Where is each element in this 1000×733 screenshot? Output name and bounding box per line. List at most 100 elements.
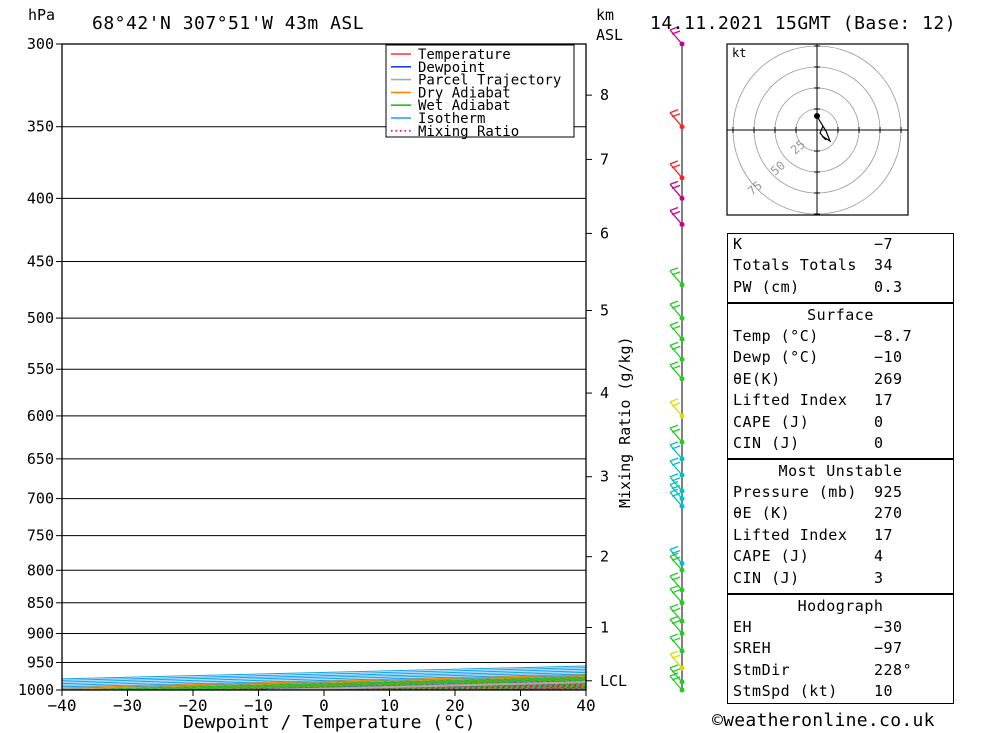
pressure-tick-label: 600 (27, 407, 54, 425)
most-unstable-label: Pressure (mb) (733, 483, 857, 501)
wind-barb (669, 300, 683, 319)
hodograph-unit-label: kt (732, 46, 746, 60)
surface-title: Surface (807, 306, 874, 324)
wind-level-dot (679, 600, 685, 606)
pressure-tick-label: 850 (27, 594, 54, 612)
pressure-tick-label: 750 (27, 527, 54, 545)
altitude-tick-label: 8 (600, 86, 609, 104)
wind-level-dot (679, 561, 685, 567)
altitude-tick-label: 6 (600, 224, 609, 242)
wind-barb (669, 457, 683, 476)
surface-value: 269 (874, 369, 903, 388)
surface-value: −8.7 (874, 327, 913, 345)
legend-entry: Dewpoint (418, 60, 485, 76)
surface-row: CAPE (J) 0 (728, 412, 953, 433)
wind-barb (669, 650, 683, 669)
pressure-tick-label: 650 (27, 450, 54, 468)
wind-barb (669, 488, 683, 507)
wind-level-dot (679, 413, 685, 419)
index-row: Totals Totals 34 (728, 255, 953, 276)
indices-table: K −7 Totals Totals 34 PW (cm) 0.3 (727, 233, 954, 303)
surface-value: 0 (874, 412, 884, 431)
temperature-tick-label: −20 (179, 696, 208, 715)
surface-row: Temp (°C) −8.7 (728, 326, 953, 347)
surface-row: Dewp (°C) −10 (728, 347, 953, 368)
chart-location-title: 68°42'N 307°51'W 43m ASL (92, 13, 364, 34)
most-unstable-row: Pressure (mb) 925 (728, 482, 953, 503)
wind-barb (669, 633, 683, 652)
altitude-tick-label: 5 (600, 302, 609, 320)
wind-level-dot (679, 376, 685, 382)
legend-entry: Temperature (418, 47, 511, 63)
surface-value: 17 (874, 391, 894, 410)
most-unstable-table: Most Unstable Pressure (mb) 925 θE (K) 270 L… (727, 459, 954, 594)
pressure-tick-label: 350 (27, 118, 54, 136)
wind-level-dot (679, 630, 685, 636)
altitude-tick-label: LCL (600, 672, 627, 690)
wind-level-dot (679, 175, 685, 181)
wind-level-dot (679, 456, 685, 462)
wind-level-dot (679, 41, 685, 47)
wind-barb (669, 341, 683, 360)
wind-barb (669, 552, 683, 571)
surface-table: Surface Temp (°C) −8.7 Dewp (°C) −10 θE(K) 26… (727, 303, 954, 459)
most-unstable-value: 3 (874, 568, 884, 587)
most-unstable-label: CIN (J) (733, 568, 800, 587)
temperature-tick-label: 20 (445, 696, 464, 715)
wind-barb (669, 545, 683, 564)
pressure-tick-label: 800 (27, 561, 54, 579)
pressure-tick-label: 700 (27, 490, 54, 508)
pressure-tick-label: 400 (27, 189, 54, 207)
hodograph-table: Hodograph EH −30 SREH −97 StmDir 228° StmSpd (… (727, 594, 954, 704)
index-label: K (733, 235, 743, 253)
altitude-tick-label: 2 (600, 548, 609, 566)
index-value: 0.3 (874, 277, 903, 296)
pressure-unit-label: hPa (28, 6, 55, 24)
wind-level-dot (679, 336, 685, 342)
index-value: −7 (874, 235, 894, 253)
altitude-tick-label: 1 (600, 618, 609, 636)
hodograph-label: EH (733, 618, 753, 636)
most-unstable-value: 17 (874, 525, 894, 544)
wind-level-dot (679, 315, 685, 321)
surface-value: 0 (874, 433, 884, 452)
wind-barb (669, 361, 683, 380)
pressure-tick-label: 550 (27, 360, 54, 378)
wind-barb (669, 206, 683, 225)
wind-barb (669, 572, 683, 591)
temperature-tick-label: 30 (511, 696, 530, 715)
legend-entry: Dry Adiabat (418, 85, 511, 101)
hodograph-label: SREH (733, 639, 772, 658)
most-unstable-label: Lifted Index (733, 525, 848, 544)
altitude-tick-label: 3 (600, 468, 609, 486)
temperature-tick-label: −10 (244, 696, 273, 715)
surface-row: Lifted Index 17 (728, 390, 953, 411)
wind-barb (669, 424, 683, 443)
mixing-ratio-axis-title: Mixing Ratio (g/kg) (616, 336, 634, 508)
most-unstable-title: Most Unstable (778, 462, 903, 480)
hodograph-end-marker (814, 113, 820, 119)
wind-barb (669, 473, 683, 492)
pressure-tick-label: 900 (27, 624, 54, 642)
wind-barb (669, 585, 683, 604)
temperature-tick-label: 0 (319, 696, 329, 715)
wind-barb (669, 672, 683, 691)
legend-entry: Parcel Trajectory (418, 73, 561, 89)
wind-barb (669, 267, 683, 286)
wind-barb (669, 321, 683, 340)
km-unit-label: km (596, 6, 614, 24)
surface-label: CIN (J) (733, 433, 800, 452)
wind-barb (669, 26, 683, 45)
wind-level-dot (679, 195, 685, 201)
wind-barb (669, 615, 683, 634)
wind-level-dot (679, 356, 685, 362)
temperature-tick-label: −40 (48, 696, 77, 715)
most-unstable-label: θE (K) (733, 504, 791, 523)
hodograph-title: Hodograph (797, 597, 884, 615)
index-row: PW (cm) 0.3 (728, 277, 953, 298)
wind-level-dot (679, 687, 685, 693)
surface-row: θE(K) 269 (728, 369, 953, 390)
most-unstable-row: CIN (J) 3 (728, 568, 953, 589)
site-credit: ©weatheronline.co.uk (712, 710, 935, 731)
wind-barb (669, 160, 683, 179)
